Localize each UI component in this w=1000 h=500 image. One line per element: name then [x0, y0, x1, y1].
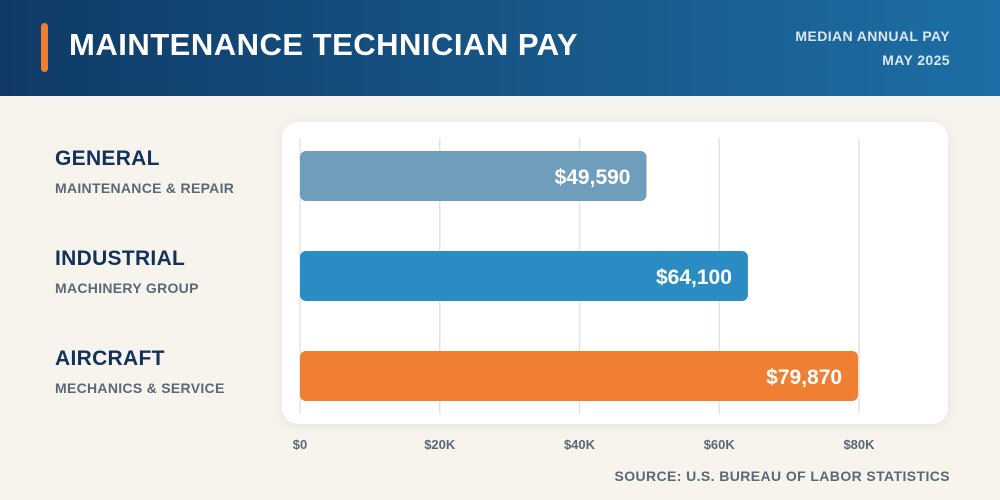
source-note: SOURCE: U.S. BUREAU OF LABOR STATISTICS: [614, 468, 950, 484]
x-tick-label: $80K: [843, 437, 875, 452]
category-label-industrial: INDUSTRIAL MACHINERY GROUP: [55, 247, 199, 296]
header-banner: MAINTENANCE TECHNICIAN PAY MEDIAN ANNUAL…: [0, 0, 1000, 96]
subtitle-date: MAY 2025: [882, 52, 950, 68]
bar-value-label: $64,100: [656, 266, 732, 289]
category-subname: MACHINERY GROUP: [55, 280, 199, 296]
category-name: AIRCRAFT: [55, 347, 165, 370]
x-tick-label: $60K: [704, 437, 736, 452]
x-tick-label: $20K: [424, 437, 456, 452]
page-title: MAINTENANCE TECHNICIAN PAY: [69, 27, 579, 62]
bar-value-label: $49,590: [555, 166, 631, 189]
bar: [300, 351, 859, 401]
subtitle-measure: MEDIAN ANNUAL PAY: [795, 28, 950, 44]
category-label-general: GENERAL MAINTENANCE & REPAIR: [55, 147, 234, 196]
category-name: INDUSTRIAL: [55, 247, 186, 270]
bar: [300, 251, 748, 301]
x-tick-label: $40K: [564, 437, 596, 452]
chart-subtitle: MEDIAN ANNUAL PAY MAY 2025: [795, 24, 950, 72]
bar: [300, 151, 647, 201]
category-subname: MAINTENANCE & REPAIR: [55, 180, 235, 196]
category-label-aircraft: AIRCRAFT MECHANICS & SERVICE: [55, 347, 225, 396]
x-tick-label: $0: [293, 437, 307, 452]
category-name: GENERAL: [55, 147, 160, 170]
category-subname: MECHANICS & SERVICE: [55, 380, 225, 396]
bar-value-label: $79,870: [766, 366, 842, 389]
accent-bar: [41, 23, 48, 72]
